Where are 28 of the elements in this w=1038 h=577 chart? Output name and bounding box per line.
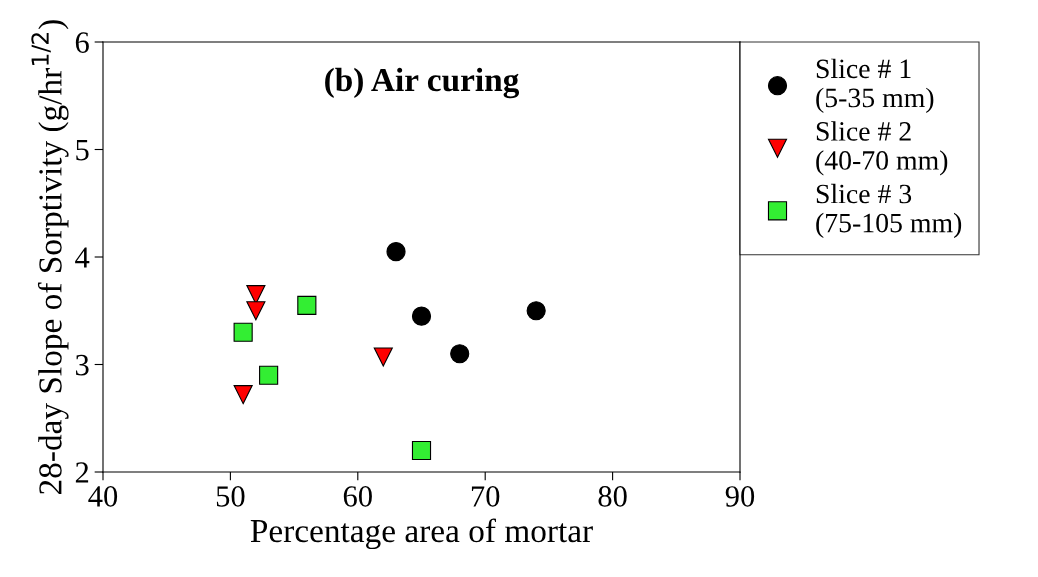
x-tick-label: 70	[471, 486, 500, 507]
point	[386, 242, 406, 262]
x-tick-label: 90	[725, 486, 755, 507]
point	[411, 440, 432, 461]
point	[411, 306, 432, 326]
y-tick-label: 3	[75, 354, 89, 376]
legend-label: Slice # 1 (5-35 mm)	[816, 58, 934, 113]
x-tick-label: 40	[88, 486, 118, 507]
point	[450, 344, 470, 364]
y-tick-label: 2	[75, 462, 89, 483]
legend-label: Slice # 3 (75-105 mm)	[816, 183, 962, 239]
text: (b) Air curing	[325, 67, 520, 99]
legend-label: Slice # 2 (40-70 mm)	[816, 121, 948, 176]
x-axis-title: Percentage area of mortar	[250, 518, 593, 550]
point	[297, 295, 317, 315]
y-axis-title: 28-day Slope of Sorptivity (g/hr$^{1/2}$)	[31, 20, 69, 495]
y-tick-label: 5	[76, 140, 89, 161]
point	[233, 322, 253, 342]
point	[233, 385, 253, 405]
point	[526, 301, 546, 321]
y-tick-label: 6	[75, 32, 89, 53]
y-tick-label: 4	[75, 247, 90, 268]
point	[259, 365, 279, 385]
x-tick-label: 60	[343, 486, 372, 507]
x-tick-label: 80	[598, 486, 627, 507]
point	[373, 347, 393, 367]
point	[246, 301, 266, 321]
x-tick-label: 50	[216, 486, 245, 507]
